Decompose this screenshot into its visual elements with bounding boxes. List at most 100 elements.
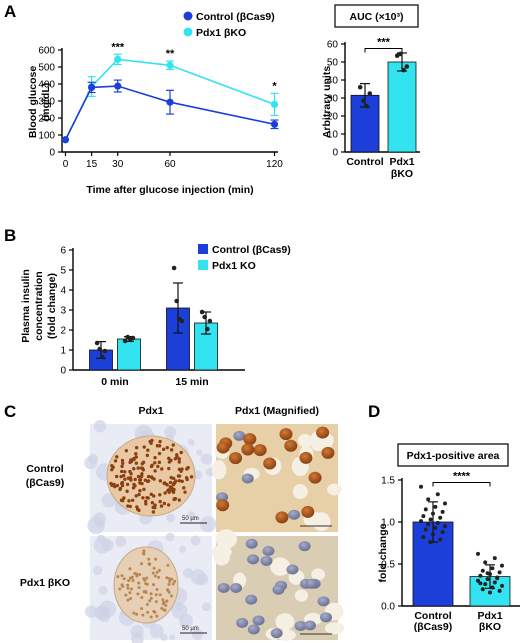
y-tick-label: 200 [38, 114, 55, 125]
nucleus [136, 466, 140, 470]
nucleus [124, 593, 128, 597]
nucleus [160, 606, 164, 610]
nucleus [149, 596, 153, 600]
nucleus [182, 486, 186, 490]
nucleus [150, 501, 155, 505]
nucleus [142, 487, 146, 492]
scale-bar-label-ko: 50 µm [182, 626, 199, 632]
nucleus [157, 575, 161, 579]
nucleus [177, 457, 182, 461]
significance-label: ** [166, 48, 175, 60]
x-category-label: βKO [391, 168, 413, 180]
nucleus-hematoxylin [230, 583, 243, 594]
vacuole [297, 433, 312, 448]
replicate-point [438, 537, 443, 542]
y-tick-label: 30 [327, 94, 339, 105]
nucleus [132, 467, 136, 471]
y-tick-label: 60 [327, 40, 339, 51]
y-tick-label: 500 [38, 63, 55, 74]
legend-marker-control [183, 11, 193, 21]
nucleus [138, 478, 142, 482]
replicate-point [419, 519, 423, 524]
nucleus [152, 494, 156, 498]
replicate-point [398, 51, 403, 57]
tissue-texture [130, 632, 144, 643]
panel-letter-a: A [4, 2, 16, 21]
nucleus [131, 579, 135, 583]
nucleus [147, 562, 151, 566]
scale-bar-control: 50 µm [180, 516, 207, 524]
nucleus [167, 460, 172, 464]
x-category-label: Control [346, 156, 383, 168]
panel-letter-b: B [4, 226, 16, 245]
nucleus [171, 582, 175, 586]
nucleus-hematoxylin [294, 620, 307, 631]
vacuole [311, 568, 325, 581]
y-tick-label: 0 [49, 148, 55, 159]
nucleus [172, 481, 176, 485]
nucleus [126, 476, 131, 480]
x-category-label: 0 min [101, 376, 128, 388]
tissue-texture [191, 628, 204, 641]
nucleus [128, 591, 132, 595]
micrograph-control-islet [84, 420, 217, 535]
nucleus [151, 510, 156, 514]
nucleus [157, 451, 162, 456]
replicate-point [428, 540, 433, 545]
nucleus-hematoxylin [241, 473, 254, 484]
data-point-control [270, 120, 279, 128]
replicate-point [199, 309, 205, 315]
nucleus [129, 478, 133, 482]
y-tick-label: 0 [60, 366, 66, 377]
replicate-point [492, 580, 497, 585]
x-tick-label: 120 [266, 159, 283, 170]
tissue-texture [199, 515, 217, 533]
nucleus [141, 460, 146, 465]
nucleus-pdx1-positive [275, 511, 289, 524]
scale-bar-label-control: 50 µm [182, 516, 199, 522]
tissue-texture [95, 519, 105, 529]
nucleus [180, 467, 184, 471]
data-point-control [88, 83, 96, 91]
legend-label-control: Control (βCas9) [196, 11, 275, 23]
replicate-point [404, 64, 410, 69]
replicate-point [361, 98, 366, 103]
tissue-texture [149, 624, 164, 639]
replicate-point [478, 573, 483, 578]
nucleus [134, 461, 139, 465]
nucleus-hematoxylin [270, 628, 283, 639]
tissue-texture [92, 565, 103, 576]
nucleus [157, 460, 162, 465]
nucleus [154, 557, 158, 561]
nucleus [172, 497, 177, 501]
replicate-point [174, 298, 179, 304]
nucleus [158, 593, 162, 597]
nucleus-pdx1-positive [216, 441, 230, 454]
y-tick-label: 300 [38, 97, 55, 108]
replicate-point [97, 346, 102, 352]
y-axis-label-line-2: concentration [33, 271, 45, 340]
nucleus [136, 474, 141, 479]
nucleus [110, 464, 114, 468]
nucleus-hematoxylin [303, 620, 316, 631]
nucleus [139, 474, 144, 479]
nucleus [140, 607, 144, 611]
vacuole [292, 484, 308, 499]
tissue-texture [160, 633, 168, 641]
nucleus-hematoxylin [245, 538, 258, 549]
y-tick-label: 400 [38, 80, 55, 91]
nucleus [135, 574, 139, 578]
tissue-texture [166, 513, 175, 523]
nucleus [164, 603, 168, 607]
nucleus [129, 587, 133, 591]
tissue-texture [169, 634, 176, 641]
y-tick-label: 1 [60, 346, 66, 357]
nucleus [141, 613, 145, 617]
replicate-point [443, 524, 447, 529]
x-axis-label: Time after glucose injection (min) [86, 184, 253, 196]
nucleus [110, 467, 114, 472]
significance-label: *** [111, 41, 125, 53]
nucleus [171, 443, 175, 447]
replicate-point [357, 84, 363, 90]
nucleus [153, 574, 157, 578]
